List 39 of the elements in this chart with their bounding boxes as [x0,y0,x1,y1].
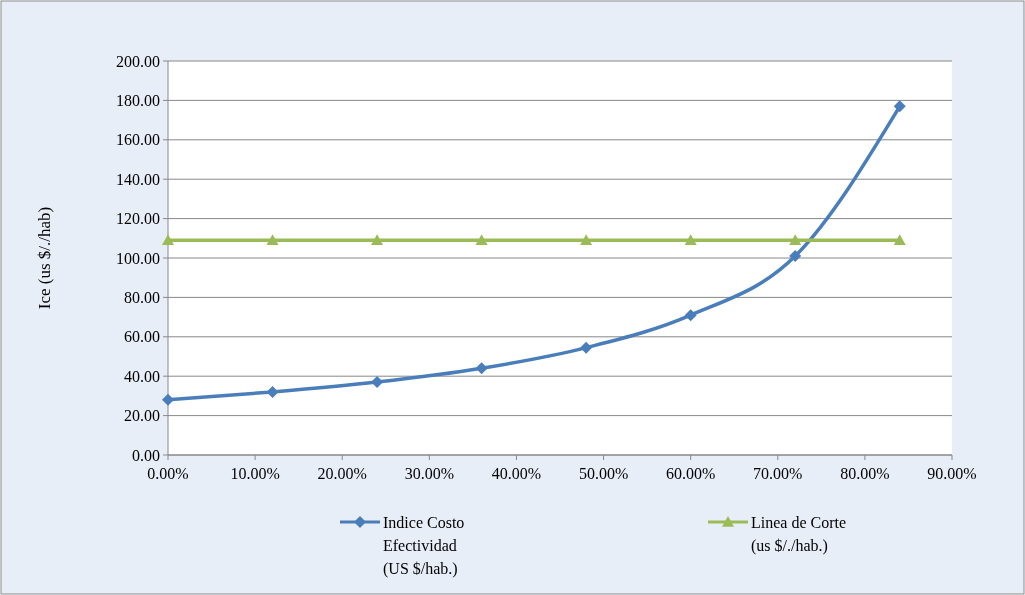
x-tick-label: 40.00% [491,465,542,482]
point [580,341,593,354]
y-tick-label: 80.00 [124,289,160,306]
x-tick-label: 80.00% [840,465,890,482]
point [162,393,174,406]
point [684,309,697,322]
legend-label: Indice Costo Efectividad (US $/hab.) [383,513,465,578]
point [475,234,488,246]
y-tick-label: 160.00 [116,131,160,149]
point [266,234,279,246]
y-tick-label: 60.00 [124,328,160,346]
y-tick-label: 200.00 [116,52,160,70]
point [893,100,906,113]
point [789,250,802,263]
y-tick-label: 0.00 [132,446,160,464]
x-tick-label: 30.00% [404,465,454,482]
x-tick-label: 0.00% [147,465,189,482]
x-tick-label: 90.00% [927,465,977,482]
point [371,234,384,246]
x-tick-label: 10.00% [230,465,280,482]
y-tick-label: 120.00 [116,210,160,228]
point [580,234,593,246]
y-axis-title: Ice (us $/./hab) [35,206,54,310]
point [162,234,174,246]
point [475,362,488,375]
y-tick-label: 40.00 [124,367,160,385]
point [266,385,279,398]
legend-label: Linea de Corte (us $/./hab.) [751,513,847,555]
point [893,234,906,246]
y-tick-label: 140.00 [116,170,160,188]
x-tick-label: 50.00% [578,465,629,482]
x-tick-label: 60.00% [666,465,716,482]
y-tick-label: 100.00 [116,249,160,267]
x-tick-label: 70.00% [753,465,803,482]
x-tick-label: 20.00% [317,465,367,482]
point [789,234,802,246]
point [684,234,697,246]
y-tick-label: 20.00 [124,407,160,425]
y-tick-label: 180.00 [116,92,160,109]
